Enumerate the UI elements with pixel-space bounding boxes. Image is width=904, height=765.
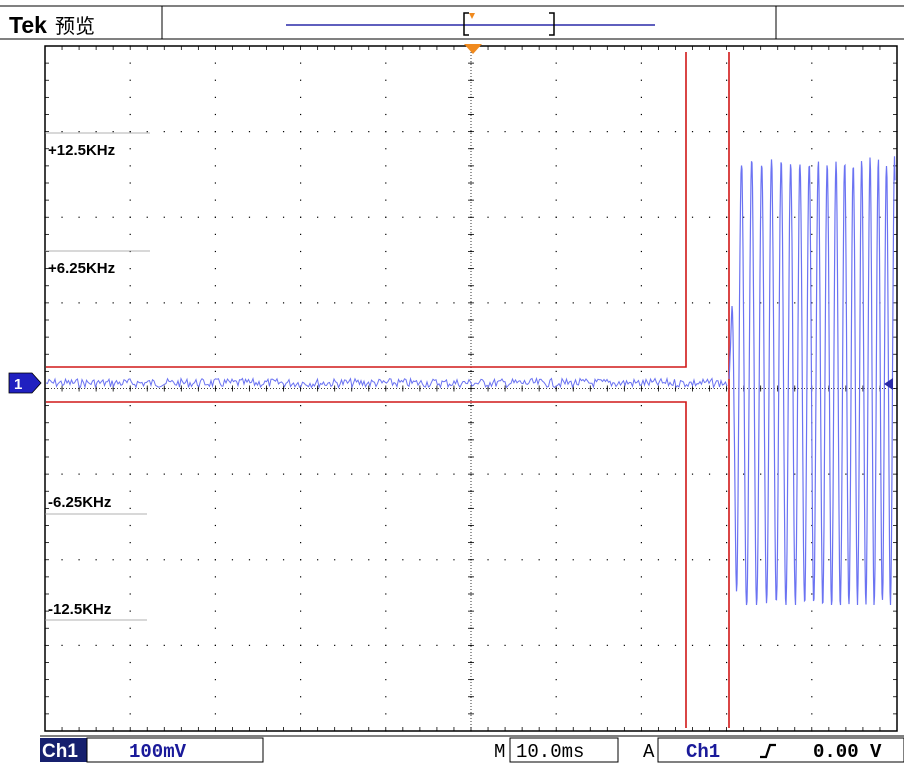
freq-label-pos-6-25: +6.25KHz — [48, 260, 115, 277]
timebase-box[interactable] — [509, 737, 619, 763]
trigger-level: 0.00 V — [813, 741, 882, 763]
chirp-trace — [728, 156, 896, 606]
freq-label-pos-12-5: +12.5KHz — [48, 142, 115, 159]
cursor-lines — [46, 52, 730, 728]
vertical-scale: 100mV — [129, 741, 187, 763]
scale-box[interactable] — [86, 737, 264, 763]
trigger-mode: A — [643, 741, 655, 763]
trigger-level-marker-icon — [884, 378, 893, 390]
trigger-box[interactable] — [657, 737, 904, 763]
timebase-prefix: M — [494, 741, 505, 763]
trigger-position-marker-icon — [464, 44, 482, 54]
rising-edge-icon — [760, 743, 776, 759]
channel-1-marker[interactable]: 1 — [8, 372, 42, 394]
top-bar: Tek 预览 — [0, 5, 904, 40]
timebase-value: 10.0ms — [516, 741, 584, 763]
brand-label: Tek — [9, 12, 47, 38]
frequency-labels: +12.5KHz +6.25KHz -6.25KHz -12.5KHz — [48, 142, 115, 618]
upper-cursor — [46, 52, 687, 368]
graticule — [44, 45, 898, 732]
status-bar: Ch1 100mV M 10.0ms A Ch1 0.00 V — [40, 735, 904, 763]
freq-label-neg-6-25: -6.25KHz — [48, 494, 111, 511]
noise-trace — [45, 376, 728, 390]
acquisition-status: 预览 — [55, 14, 95, 38]
channel-badge[interactable] — [40, 738, 87, 762]
lower-cursor — [46, 401, 687, 728]
channel-label: Ch1 — [42, 741, 78, 762]
channel-marker-label: 1 — [14, 376, 22, 393]
record-position-indicator — [286, 12, 655, 36]
freq-label-neg-12-5: -12.5KHz — [48, 601, 111, 618]
trigger-source: Ch1 — [686, 741, 720, 763]
trigger-position-mini-icon — [469, 13, 475, 19]
